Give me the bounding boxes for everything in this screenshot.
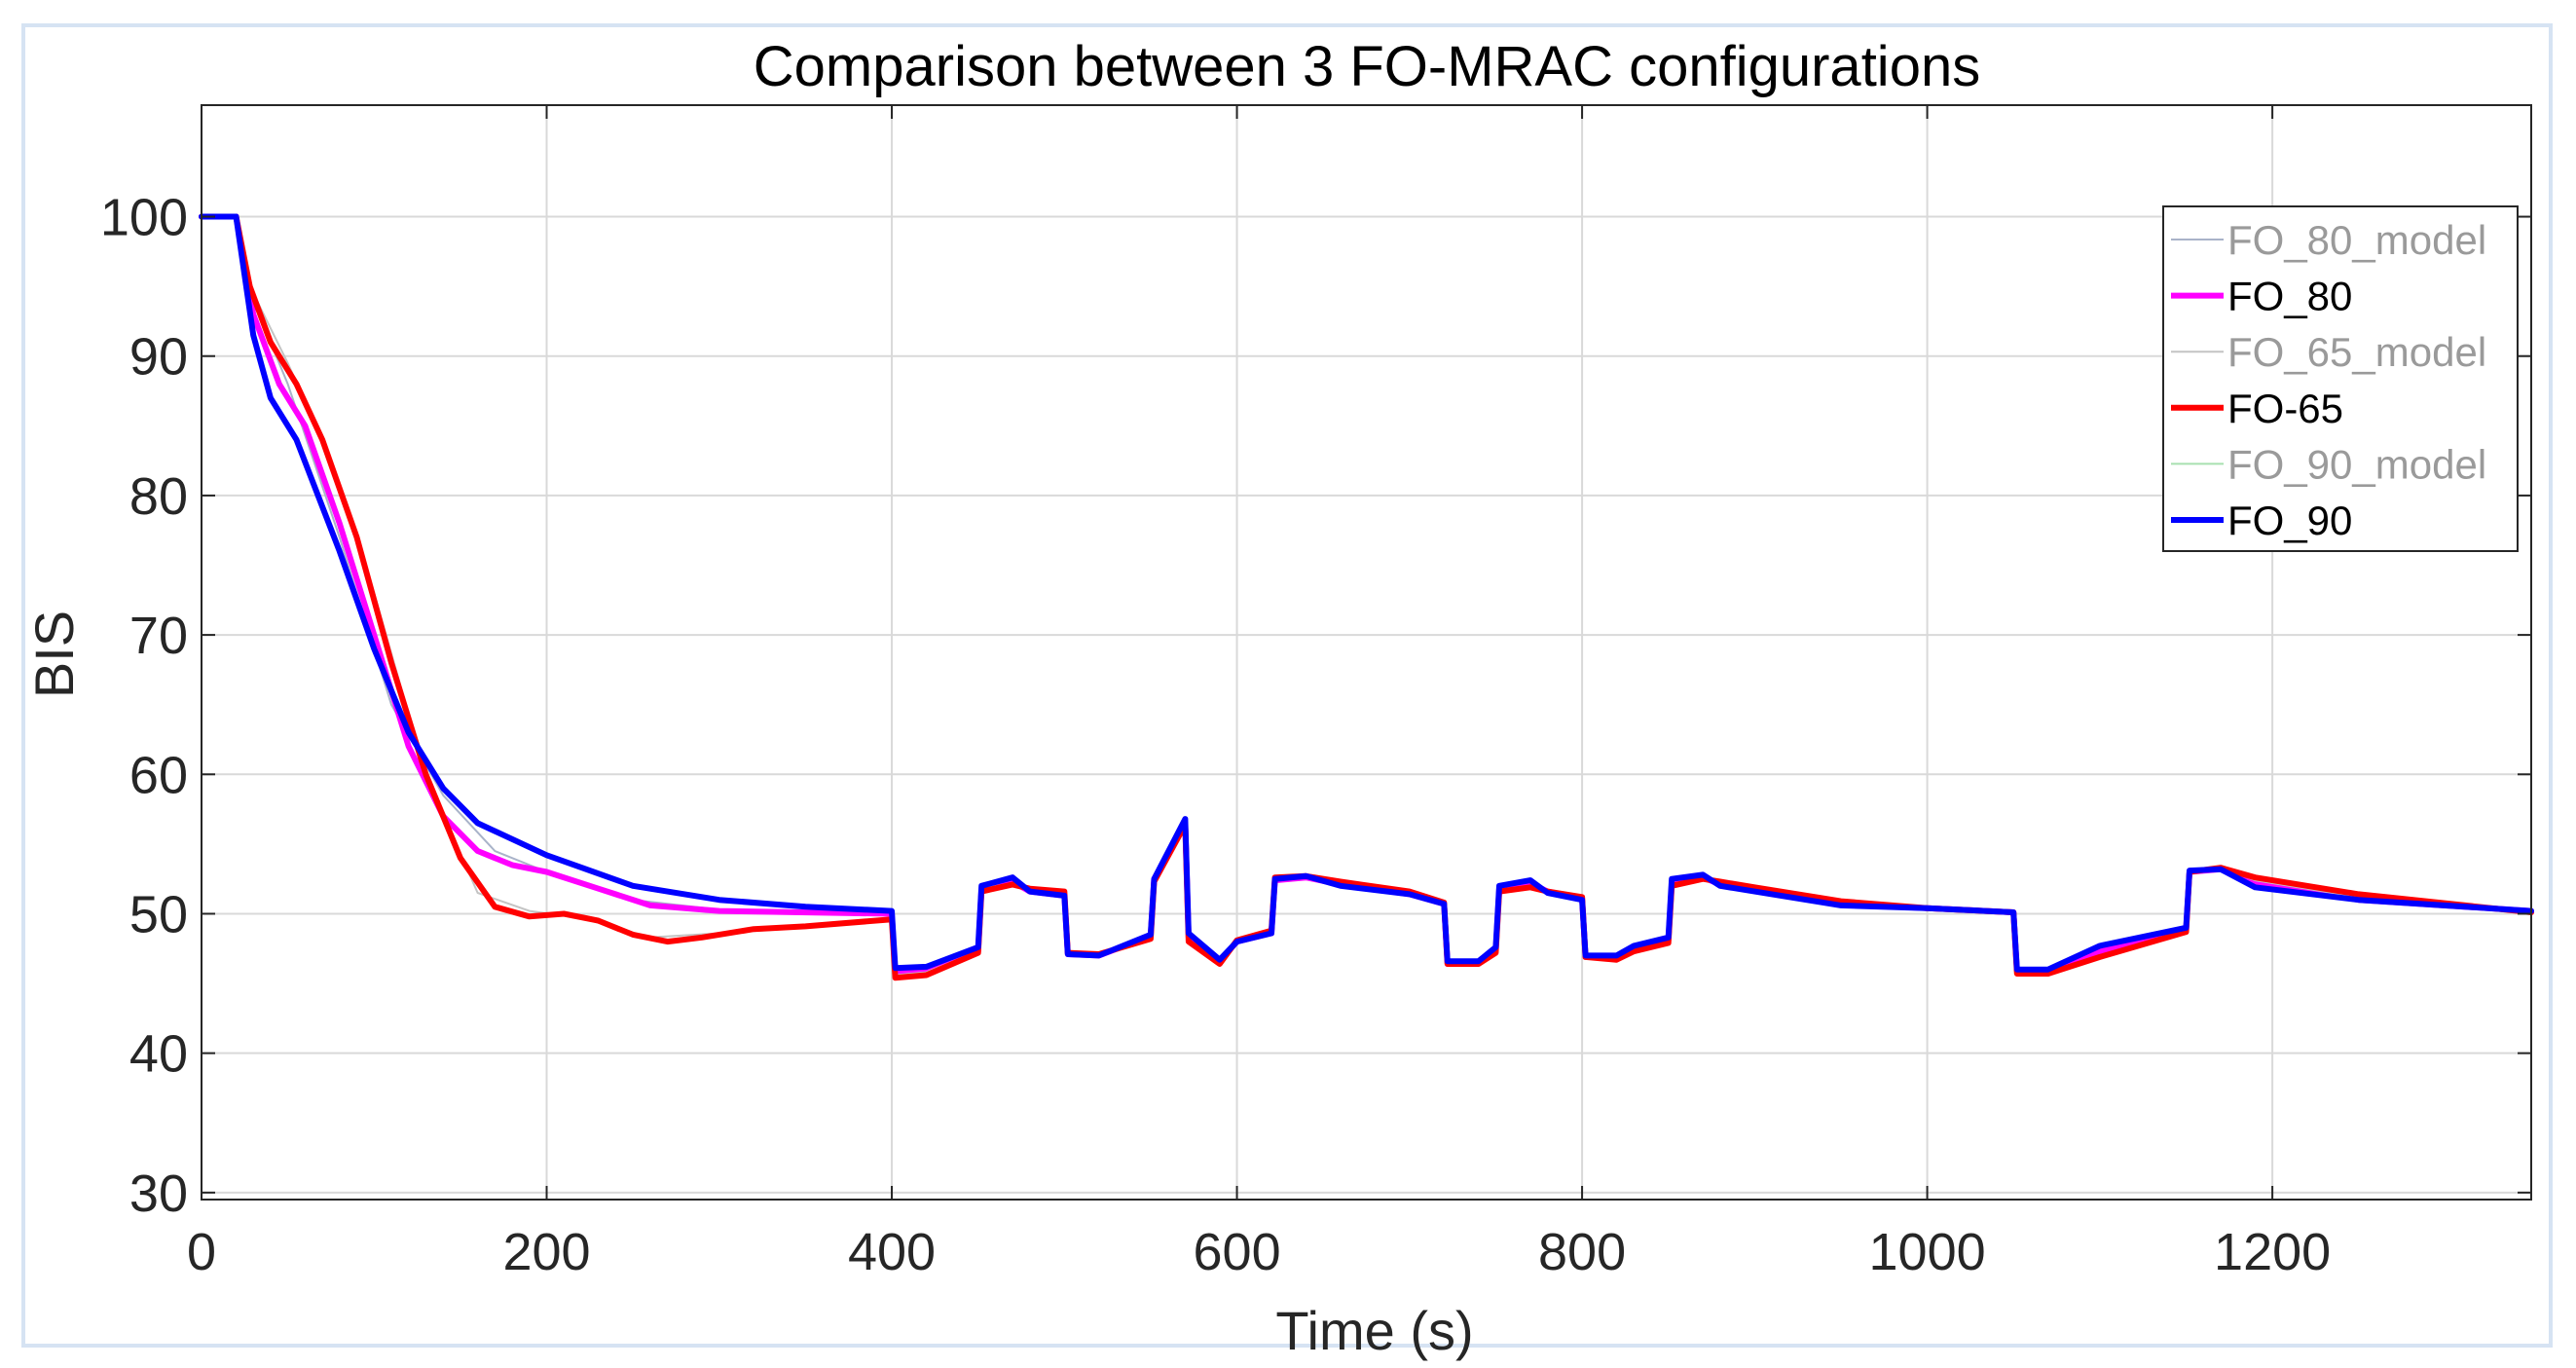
legend-box xyxy=(2162,205,2519,552)
x-tick-label: 400 xyxy=(848,1223,936,1281)
series-lines xyxy=(199,213,2534,981)
x-axis-title: Time (s) xyxy=(1275,1300,1473,1361)
series-line-fo-90 xyxy=(199,213,2534,973)
legend-label: FO-65 xyxy=(2227,386,2343,431)
plot-area-border xyxy=(201,104,2532,1201)
legend-label: FO_90_model xyxy=(2227,441,2486,487)
x-tick-label: 0 xyxy=(187,1223,216,1281)
chart-title: Comparison between 3 FO-MRAC configurati… xyxy=(754,35,1980,98)
legend-label: FO_80 xyxy=(2227,274,2352,319)
y-tick-label: 40 xyxy=(129,1025,188,1084)
legend-label: FO_65_model xyxy=(2227,329,2486,375)
grid-lines xyxy=(202,105,2531,1200)
y-tick-label: 90 xyxy=(129,328,188,387)
legend: FO_80_model FO_80 FO_65_model FO-65 FO_90_mo… xyxy=(2162,205,2519,552)
legend-label: FO_80_model xyxy=(2227,217,2486,263)
x-tick-label: 200 xyxy=(502,1223,590,1281)
y-tick-label: 30 xyxy=(129,1165,188,1223)
legend-label: FO_90 xyxy=(2227,498,2352,543)
y-tick-label: 60 xyxy=(129,746,188,804)
x-tick-label: 600 xyxy=(1194,1223,1281,1281)
y-tick-label: 100 xyxy=(100,189,188,247)
y-axis-title: BIS xyxy=(23,610,85,698)
y-tick-label: 70 xyxy=(129,607,188,665)
y-tick-label: 80 xyxy=(129,467,188,526)
y-tick-label: 50 xyxy=(129,885,188,943)
x-tick-label: 800 xyxy=(1538,1223,1626,1281)
x-tick-label: 1200 xyxy=(2214,1223,2331,1281)
axis-ticks: 0 200 400 600 800 1000 1200 30 40 50 60 70 80 90 100 xyxy=(100,105,2531,1281)
x-tick-label: 1000 xyxy=(1869,1223,1986,1281)
